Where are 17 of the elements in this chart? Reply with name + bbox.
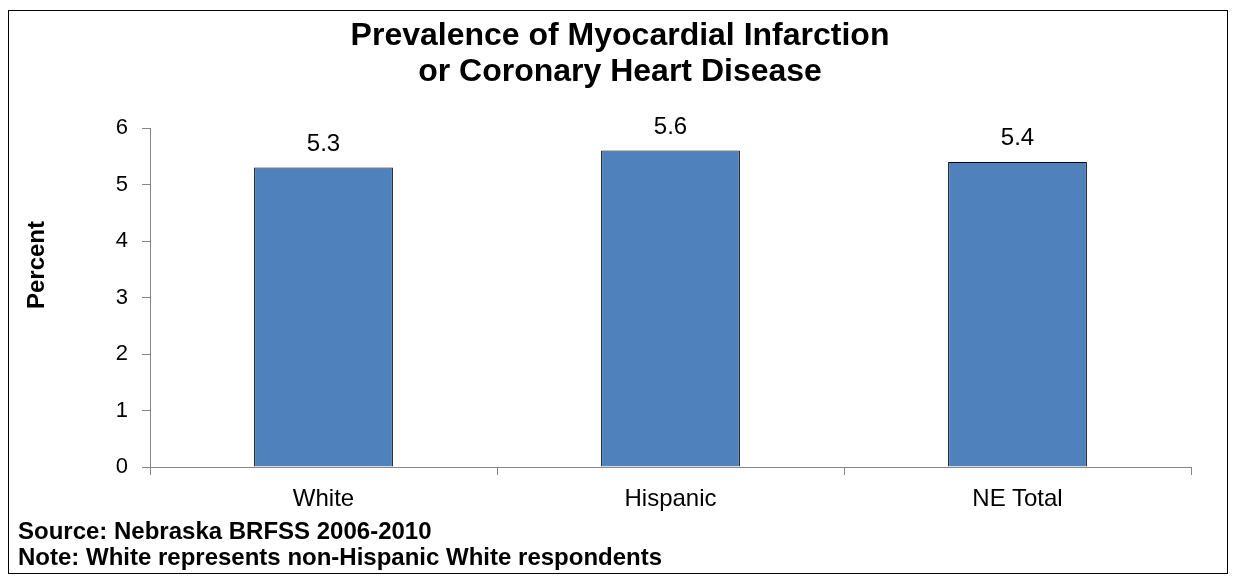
y-tick-label: 5 [115,170,128,196]
x-tick-label: NE Total [972,484,1063,512]
text: Note: White represents non-Hispanic White respondents [18,543,663,570]
y-tick-label: 1 [115,396,128,422]
x-tick-label: Hispanic [624,484,717,512]
data-label: 5.3 [306,128,341,156]
chart-title: Prevalence of Myocardial Infarction or Coronary Heart Disease [349,16,891,88]
y-tick-label: 2 [115,340,128,366]
y-tick-label: 6 [115,114,128,140]
data-label: 5.6 [653,111,688,139]
y-tick-label: 4 [115,227,128,253]
x-tick-label: White [292,484,355,512]
source-note: Source: Nebraska BRFSS 2006-2010 [18,517,433,544]
data-label: 5.4 [1000,122,1035,150]
y-tick-label: 0 [115,453,128,479]
y-axis-title: Percent [22,220,50,310]
y-tick-label: 3 [115,283,128,309]
